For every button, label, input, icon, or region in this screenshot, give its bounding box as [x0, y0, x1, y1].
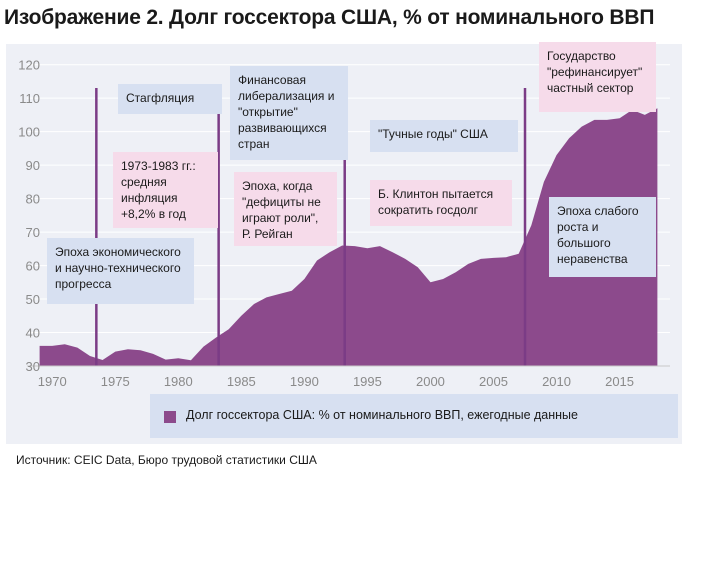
y-tick-label: 30 — [26, 359, 40, 374]
y-tick-label: 120 — [18, 58, 40, 73]
y-tick-label: 100 — [18, 125, 40, 140]
x-tick-label: 2005 — [479, 374, 508, 389]
y-tick-label: 60 — [26, 259, 40, 274]
y-tick-label: 40 — [26, 326, 40, 341]
y-tick-label: 80 — [26, 192, 40, 207]
annotation-financial-liberalization: Финансовая либерализация и "открытие" ра… — [230, 66, 348, 160]
x-tick-label: 2000 — [416, 374, 445, 389]
y-tick-label: 90 — [26, 158, 40, 173]
annotation-clinton: Б. Клинтон пытается сократить госдолг — [370, 180, 512, 226]
x-tick-label: 1980 — [164, 374, 193, 389]
annotation-weak-growth: Эпоха слабого роста и большого неравенст… — [549, 197, 656, 277]
x-tick-label: 2015 — [605, 374, 634, 389]
debt-area — [39, 108, 658, 366]
annotation-inflation: 1973-1983 гг.: средняя инфляция +8,2% в … — [113, 152, 218, 228]
y-tick-labels: 30 40 50 60 70 80 90 100 110 120 — [18, 58, 40, 374]
annotation-refinance: Государство "рефинансирует" частный сект… — [539, 42, 656, 112]
x-tick-label: 1985 — [227, 374, 256, 389]
annotation-science-era: Эпоха экономического и научно-техническо… — [47, 238, 194, 304]
x-tick-label: 1990 — [290, 374, 319, 389]
x-tick-label: 1970 — [38, 374, 67, 389]
x-tick-labels: 1970 1975 1980 1985 1990 1995 2000 2005 2010 2015 — [38, 374, 634, 389]
annotation-stagflation: Стагфляция — [118, 84, 222, 114]
x-tick-label: 2010 — [542, 374, 571, 389]
x-tick-label: 1995 — [353, 374, 382, 389]
legend-swatch — [164, 411, 176, 423]
source-note: Источник: CEIC Data, Бюро трудовой стати… — [16, 453, 317, 467]
y-tick-label: 50 — [26, 292, 40, 307]
page-title: Изображение 2. Долг госсектора США, % от… — [4, 6, 655, 29]
legend-label: Долг госсектора США: % от номинального В… — [186, 408, 578, 422]
y-tick-label: 70 — [26, 225, 40, 240]
x-tick-label: 1975 — [101, 374, 130, 389]
annotation-reagan: Эпоха, когда "дефициты не играют роли", … — [234, 172, 337, 246]
annotation-fat-years: "Тучные годы" США — [370, 120, 518, 152]
legend: Долг госсектора США: % от номинального В… — [150, 394, 678, 438]
y-tick-label: 110 — [19, 91, 40, 106]
